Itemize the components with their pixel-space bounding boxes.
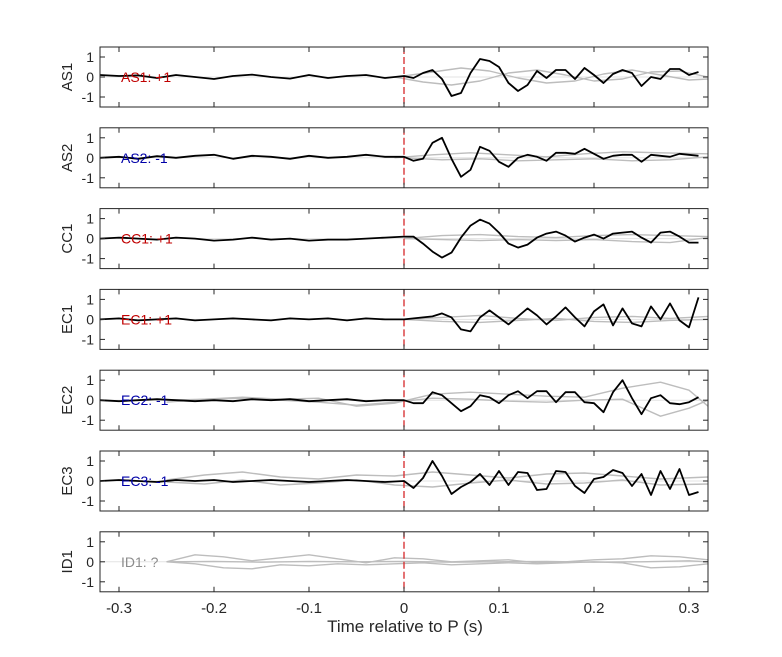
y-tick-label: -1 — [82, 574, 95, 590]
y-axis-label: EC3 — [59, 466, 76, 495]
station-trace — [99, 218, 699, 259]
panel-ec2: EC2: -1 -1 0 1 EC2 — [59, 369, 709, 431]
y-tick-label: 0 — [86, 554, 94, 570]
x-tick-label: 0.1 — [489, 600, 510, 617]
y-axis-label: AS1 — [59, 63, 76, 91]
panel-cc1: CC1: +1 -1 0 1 CC1 — [59, 208, 709, 270]
y-tick-label: -1 — [82, 412, 95, 428]
x-tick-label: -0.1 — [296, 600, 322, 617]
y-tick-label: 1 — [86, 130, 94, 146]
background-trace — [166, 554, 709, 564]
polarity-annotation: AS1: +1 — [121, 69, 171, 85]
background-trace — [403, 236, 709, 244]
station-trace — [99, 58, 699, 97]
station-trace — [99, 136, 699, 178]
polarity-annotation: ID1: ? — [121, 554, 159, 570]
background-trace — [394, 69, 709, 86]
background-trace — [403, 314, 709, 322]
y-tick-label: 0 — [86, 150, 94, 166]
station-trace — [99, 460, 699, 496]
y-axis-label: ID1 — [59, 550, 76, 573]
background-trace — [166, 560, 709, 563]
panel-ec1: EC1: +1 -1 0 1 EC1 — [59, 288, 709, 350]
y-tick-label: 0 — [86, 231, 94, 247]
x-tick-label: 0.2 — [584, 600, 605, 617]
x-axis-label: Time relative to P (s) — [327, 617, 483, 636]
polarity-annotation: CC1: +1 — [121, 231, 173, 247]
y-tick-label: 1 — [86, 211, 94, 227]
y-tick-label: -1 — [82, 493, 95, 509]
y-tick-label: 0 — [86, 311, 94, 327]
polarity-annotation: EC1: +1 — [121, 311, 172, 327]
x-tick-label: 0 — [400, 600, 408, 617]
y-axis-label: AS2 — [59, 144, 76, 172]
background-trace — [403, 67, 709, 84]
background-trace — [166, 471, 709, 481]
y-tick-label: 1 — [86, 453, 94, 469]
polarity-annotation: EC2: -1 — [121, 392, 169, 408]
y-tick-label: 1 — [86, 291, 94, 307]
background-trace — [394, 151, 709, 159]
panel-id1: ID1: ? -1 0 1 ID1 — [59, 531, 709, 593]
polarity-annotation: EC3: -1 — [121, 473, 169, 489]
x-tick-label: -0.3 — [106, 600, 132, 617]
panel-as1: AS1: +1 -1 0 1 AS1 — [59, 46, 709, 108]
background-trace — [403, 156, 709, 162]
polarity-annotation: AS2: -1 — [121, 150, 168, 166]
y-tick-label: 0 — [86, 473, 94, 489]
x-tick-label: 0.3 — [679, 600, 700, 617]
x-tick-label: -0.2 — [201, 600, 227, 617]
y-tick-label: 0 — [86, 69, 94, 85]
panel-ec3: EC3: -1 -1 0 1 EC3 — [59, 450, 709, 512]
y-axis-label: EC1 — [59, 305, 76, 334]
station-trace — [99, 379, 699, 416]
y-tick-label: 1 — [86, 49, 94, 65]
y-tick-label: -1 — [82, 251, 95, 267]
y-tick-label: -1 — [82, 331, 95, 347]
x-axis: -0.3 -0.2 -0.1 0 0.1 0.2 0.3 — [106, 600, 699, 617]
background-trace — [166, 381, 709, 407]
y-tick-label: 1 — [86, 534, 94, 550]
y-tick-label: -1 — [82, 170, 95, 186]
y-tick-label: -1 — [82, 89, 95, 105]
y-axis-label: CC1 — [59, 224, 76, 254]
y-axis-label: EC2 — [59, 386, 76, 415]
station-trace — [99, 297, 700, 333]
y-tick-label: 1 — [86, 372, 94, 388]
y-tick-label: 0 — [86, 392, 94, 408]
panel-as2: AS2: -1 -1 0 1 AS2 — [59, 127, 709, 189]
